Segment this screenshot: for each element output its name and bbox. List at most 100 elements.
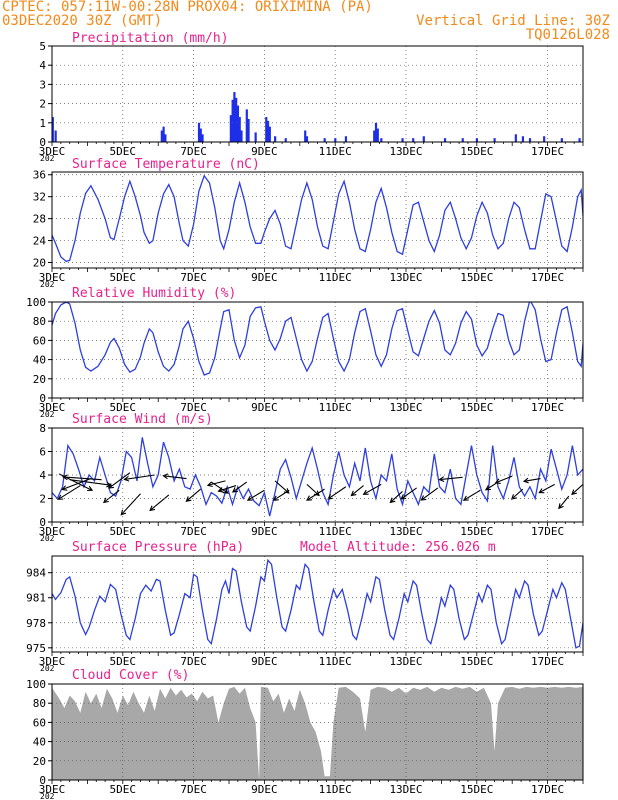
header-grid-info: Vertical Grid Line: 30Z [416,13,610,29]
wind-vector [511,488,524,500]
precip-bar [284,138,287,142]
wind-vector-head [558,503,564,510]
rh-xtick-label: 3DEC [39,401,66,414]
precip-bar [521,136,525,142]
precip-bar [162,126,165,142]
wind-vector-head [61,474,68,481]
precip-xtick-label: 11DEC [319,145,352,158]
rh-ytick-label: 0 [39,392,46,405]
cloud-year-label: 202 [40,792,55,800]
precip-bar [401,138,404,142]
precip-bar [475,138,478,142]
temp-year-label: 202 [40,280,55,289]
precip-bar [160,130,163,142]
precip-xtick-label: 3DEC [39,145,66,158]
wind-vector [124,474,155,480]
wind-vector-head [522,477,529,484]
wind-xtick-label: 11DEC [319,525,352,538]
rh-ytick-label: 40 [33,354,46,367]
cloud-xtick-label: 5DEC [110,783,137,796]
wind-vector [558,495,570,509]
cloud-ytick-label: 100 [26,678,46,691]
wind-vector [351,485,364,496]
rh-xtick-label: 5DEC [110,401,137,414]
wind-frame [51,427,584,523]
precip-bar [374,122,378,142]
rh-ytick-label: 60 [33,334,46,347]
rh-chart: Relative Humidity (%) 0 20 40 60 80 100 3DEC 5DE… [26,286,584,419]
precip-bar [380,138,383,142]
wind-vector [363,483,382,495]
pressure-xtick-label: 13DEC [389,655,422,668]
temp-xtick-label: 3DEC [39,271,66,284]
precip-bar [236,105,240,142]
wind-vector [218,485,237,492]
wind-vector [539,483,555,494]
wind-vector-head [484,485,491,491]
precip-bar [334,138,337,142]
precip-bar [233,92,236,142]
temp-title: Surface Temperature (nC) [72,157,260,172]
precip-xtick-label: 7DEC [180,145,207,158]
rh-xtick-label: 13DEC [389,401,422,414]
wind-vector [327,486,347,500]
pressure-xtick-label: 7DEC [180,655,207,668]
wind-vector-head [420,495,427,501]
pressure-xtick-label: 5DEC [110,655,137,668]
cloud-area [52,686,583,780]
temp-xtick-label: 11DEC [319,271,352,284]
precip-year-label: 202 [40,154,55,163]
rh-ytick-label: 100 [26,296,46,309]
pressure-xtick-label: 3DEC [39,655,66,668]
temp-xtick-label: 5DEC [110,271,137,284]
cloud-xtick-label: 11DEC [319,783,352,796]
precip-bar [560,138,563,142]
precip-bar [412,138,415,142]
wind-xtick-label: 7DEC [180,525,207,538]
pressure-line [52,558,583,649]
wind-ytick-label: 8 [39,422,46,435]
wind-vector-head [162,473,169,480]
temp-ytick-label: 32 [33,191,46,204]
wind-vector-head [362,489,369,495]
rh-xtick-label: 7DEC [180,401,207,414]
precip-ytick-label: 0 [39,136,46,149]
cloud-chart: Cloud Cover (%) 0 20 40 60 80 100 3DEC 5DEC 7DEC 9… [26,668,584,800]
pressure-year-label: 202 [40,664,55,673]
wind-vector [463,489,481,501]
pressure-xtick-label: 17DEC [531,655,564,668]
precip-bar [528,138,532,142]
cloud-xtick-label: 9DEC [251,783,278,796]
wind-vector-head [222,488,229,494]
wind-vector [274,480,290,494]
rh-title: Relative Humidity (%) [72,286,236,301]
temp-ytick-label: 28 [33,213,46,226]
wind-xtick-label: 9DEC [251,525,278,538]
precip-bar [305,136,309,142]
wind-vector-head [123,475,130,482]
cloud-xtick-label: 7DEC [180,783,207,796]
wind-vector [523,477,541,482]
wind-vector-head [327,494,334,500]
precip-xtick-label: 13DEC [389,145,422,158]
temp-xtick-label: 7DEC [180,271,207,284]
precip-chart: Precipitation (mm/h) 0 1 2 3 4 5 3DEC 5DEC 7DEC 9D… [39,31,584,163]
precip-xtick-label: 5DEC [110,145,137,158]
wind-vector [69,479,112,486]
precip-ytick-label: 4 [39,59,46,72]
temp-ytick-label: 20 [33,257,46,270]
precip-bar [323,138,326,142]
wind-vector [163,475,187,480]
precip-bar [238,117,241,142]
precip-bar [266,120,270,142]
wind-xtick-label: 17DEC [531,525,564,538]
precip-bar [254,132,257,142]
cloud-ytick-label: 20 [33,755,46,768]
wind-vector-head [571,489,578,496]
precip-bar [265,117,268,142]
temp-xtick-label: 15DEC [460,271,493,284]
precip-bar [231,99,234,142]
wind-vector-head [510,494,517,500]
precip-bar [197,122,201,142]
